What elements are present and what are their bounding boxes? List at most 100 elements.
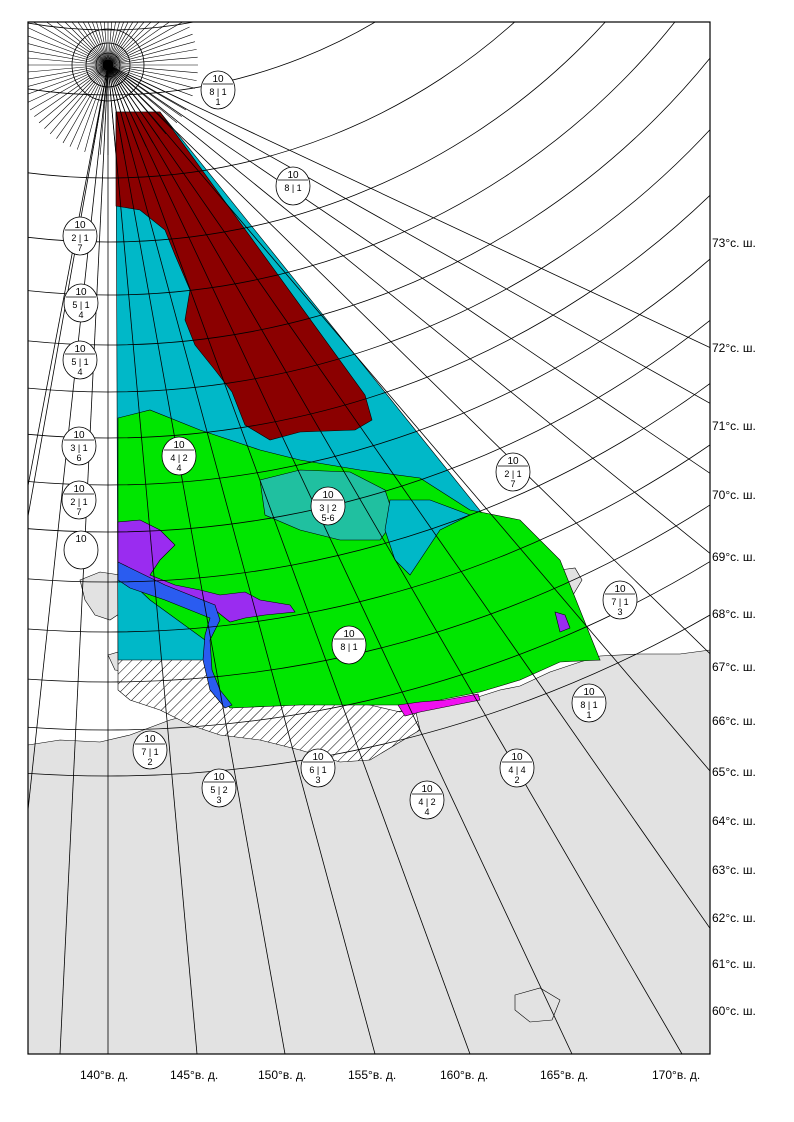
rose-ray <box>96 22 109 66</box>
rose-ray <box>107 64 178 124</box>
ice-egg-outline <box>61 426 97 466</box>
ice-egg-partial: 8 | 1 <box>580 700 597 710</box>
ice-egg-stage: 1 <box>586 710 591 720</box>
ice-egg-stage: 7 <box>76 507 81 517</box>
rose-ray <box>28 64 109 87</box>
parallel-line <box>28 258 710 486</box>
rose-ray <box>107 22 184 66</box>
parallel-line <box>28 614 710 777</box>
rose-ray <box>44 64 109 129</box>
ice-egg-stage: 5-6 <box>321 513 334 523</box>
lat-label: 64°с. ш. <box>712 814 756 828</box>
ice-egg-outline <box>300 748 336 788</box>
rose-ray <box>103 22 109 66</box>
lon-label: 155°в. д. <box>348 1068 396 1082</box>
meridian-line <box>107 64 710 655</box>
rose-ray <box>107 22 113 66</box>
ice-egg-partial: 3 | 1 <box>70 443 87 453</box>
rose-ray <box>107 22 134 66</box>
ice-egg-total: 10 <box>312 752 324 763</box>
rose-ray <box>107 64 140 150</box>
rose-ray <box>107 22 152 66</box>
coordinate-grid <box>28 22 710 1054</box>
cyan-ice-tongue <box>384 499 471 576</box>
rose-ray <box>28 50 109 66</box>
meridian-line <box>107 64 376 1054</box>
ice-egg-partial: 5 | 1 <box>72 300 89 310</box>
rose-ray <box>82 22 109 66</box>
rose-ray <box>107 64 197 81</box>
meridian-line <box>107 64 286 1054</box>
ice-egg-total: 10 <box>73 484 85 495</box>
ice-egg: 10 2 | 17 <box>495 452 531 492</box>
rose-ray <box>107 64 198 74</box>
ice-egg-total: 10 <box>507 456 519 467</box>
meridian-line <box>107 64 198 1054</box>
ice-egg-stage: 4 <box>78 310 83 320</box>
ice-egg-stage: 4 <box>424 807 429 817</box>
ice-egg-outline <box>331 625 367 665</box>
parallel-line <box>28 57 710 346</box>
rose-ray <box>28 27 109 66</box>
ice-egg-stage: 3 <box>216 795 221 805</box>
ice-egg-partial: 8 | 1 <box>284 183 301 193</box>
parallel-line <box>28 560 710 731</box>
ice-egg-total: 10 <box>287 170 299 181</box>
lat-label: 73°с. ш. <box>712 236 756 250</box>
lon-label: 140°в. д. <box>80 1068 128 1082</box>
ice-egg-stage: 3 <box>315 775 320 785</box>
ice-egg: 10 5 | 14 <box>62 340 98 380</box>
ice-egg-total: 10 <box>343 629 355 640</box>
lat-label: 72°с. ш. <box>712 341 756 355</box>
lon-label: 150°в. д. <box>258 1068 306 1082</box>
ice-egg-partial: 7 | 1 <box>611 597 628 607</box>
rose-ray <box>29 64 109 111</box>
rose-ray <box>28 43 109 66</box>
latitude-labels: 73°с. ш. 72°с. ш. 71°с. ш. 70°с. ш. 69°с… <box>712 236 756 1018</box>
meridian-line <box>107 64 710 404</box>
rose-ray <box>107 64 167 135</box>
rose-ray <box>38 64 109 124</box>
ice-egg-total: 10 <box>322 490 334 501</box>
magenta-ice-strip <box>397 693 481 717</box>
rose-ray <box>56 22 109 66</box>
rose-ray <box>28 64 109 80</box>
rose-ray <box>107 64 124 154</box>
lat-label: 60°с. ш. <box>712 1004 756 1018</box>
ice-egg-total: 10 <box>74 220 86 231</box>
lon-label: 170°в. д. <box>652 1068 700 1082</box>
ice-egg-partial: 5 | 1 <box>71 357 88 367</box>
ice-egg-outline <box>275 166 311 206</box>
ice-egg-outline <box>571 683 607 723</box>
ice-egg-total: 10 <box>75 287 87 298</box>
ice-egg-outline <box>201 768 237 808</box>
rose-ray <box>107 64 117 155</box>
parallel-line <box>28 194 710 439</box>
rose-ray <box>107 49 197 66</box>
rose-ray <box>28 64 109 95</box>
land-island-bay <box>514 987 561 1023</box>
longitude-labels: 140°в. д. 145°в. д. 150°в. д. 155°в. д. … <box>80 1068 700 1082</box>
ice-egg-stage: 2 <box>147 757 152 767</box>
ice-egg-total: 10 <box>212 74 224 85</box>
lon-label: 160°в. д. <box>440 1068 488 1082</box>
rose-ray <box>107 64 147 147</box>
ice-egg-total: 10 <box>213 772 225 783</box>
rose-ray <box>46 22 109 66</box>
ice-egg-partial: 8 | 1 <box>340 642 357 652</box>
ice-egg: 10 8 | 11 <box>200 70 236 110</box>
meridian-line <box>107 64 471 1054</box>
ice-egg-stage: 4 <box>77 367 82 377</box>
ice-egg-partial: 7 | 1 <box>141 747 158 757</box>
ice-egg: 10 3 | 16 <box>61 426 97 466</box>
rose-ray <box>107 41 196 66</box>
rose-ray <box>56 64 109 139</box>
rose-ray <box>28 35 109 66</box>
rose-ray <box>107 22 139 66</box>
ice-egg: 10 7 | 12 <box>132 730 168 770</box>
ice-egg-stage: 1 <box>215 97 220 107</box>
rose-ray <box>32 22 109 66</box>
rose-ray <box>107 33 193 66</box>
